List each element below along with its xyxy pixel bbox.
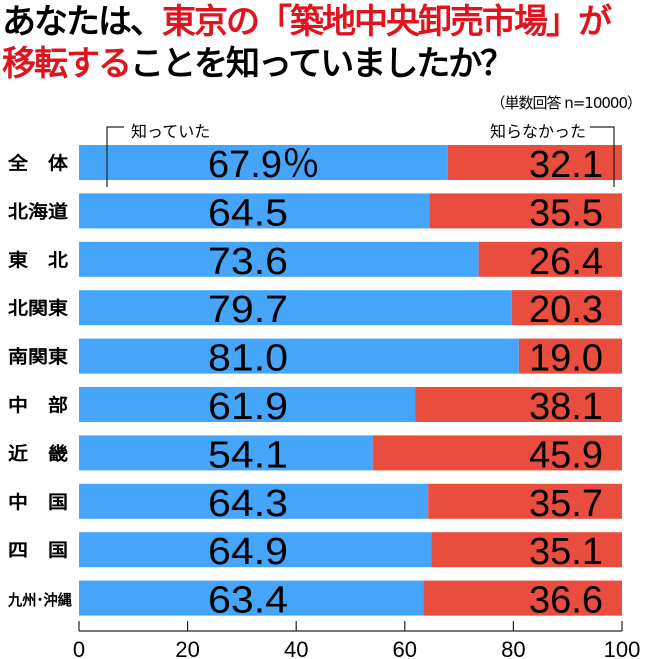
bar-known — [79, 290, 512, 326]
category-label: 四 国 — [8, 541, 68, 562]
x-tick-label: 60 — [393, 637, 417, 659]
title-segment: が — [578, 2, 612, 42]
category-label: 中 国 — [8, 491, 68, 513]
value-label-known: 79.7 — [208, 289, 288, 331]
value-label-known: 64.9 — [208, 531, 288, 573]
bar-known — [79, 483, 429, 519]
value-label-unknown: 20.3 — [529, 289, 603, 331]
title-segment: 移転する — [2, 44, 132, 84]
bar-unknown — [431, 532, 622, 568]
x-tick-label: 80 — [501, 637, 525, 659]
bar-unknown — [423, 580, 622, 616]
bar-known — [79, 193, 430, 229]
x-tick-label: 20 — [175, 637, 199, 659]
sample-note: （単数回答 n=10000） — [490, 94, 642, 112]
bar-unknown — [511, 290, 622, 326]
title-segment: ことを知っていましたか？ — [130, 44, 514, 84]
bar-known — [79, 532, 432, 568]
bar-known — [79, 338, 519, 374]
bar-known — [79, 387, 416, 422]
category-label: 東 北 — [8, 249, 68, 271]
bar-unknown — [428, 483, 622, 519]
legend-bracket-unknown — [590, 126, 615, 187]
value-label-known: 54.1 — [208, 434, 288, 476]
value-label-known: 64.3 — [208, 483, 288, 525]
bar-known — [79, 145, 448, 180]
category-label: 北関東 — [8, 298, 68, 320]
value-label-unknown: 35.1 — [529, 531, 603, 573]
title-segment: あなたは、 — [2, 2, 164, 42]
x-tick-label: 40 — [284, 637, 308, 659]
category-label: 九州･沖縄 — [7, 591, 72, 609]
value-label-unknown: 32.1 — [529, 144, 603, 186]
bar-unknown — [447, 145, 622, 180]
value-label-known: 63.4 — [208, 580, 288, 622]
legend-bracket-known — [106, 126, 124, 187]
value-label-known: 73.6 — [208, 241, 288, 283]
value-label-known: 67.9％ — [208, 144, 320, 186]
bar-unknown — [372, 435, 622, 471]
category-label: 南関東 — [8, 346, 68, 368]
value-label-known: 64.5 — [208, 192, 288, 234]
category-label: 北海道 — [8, 201, 68, 223]
value-label-unknown: 19.0 — [529, 338, 603, 380]
x-tick-label: 0 — [73, 637, 85, 659]
bar-known — [79, 435, 373, 471]
value-label-unknown: 36.6 — [529, 580, 603, 622]
category-label: 中 部 — [8, 395, 68, 417]
bar-unknown — [478, 241, 622, 277]
chart-title-line-1: あなたは、東京の「築地中央卸売市場」が — [2, 2, 612, 42]
value-label-unknown: 26.4 — [529, 241, 603, 283]
x-tick-label: 100 — [604, 637, 641, 659]
legend-unknown: 知らなかった — [490, 122, 586, 141]
value-label-known: 81.0 — [208, 338, 288, 380]
value-label-unknown: 35.7 — [529, 483, 603, 525]
bar-known — [79, 241, 479, 277]
bar-unknown — [429, 193, 622, 229]
value-label-unknown: 38.1 — [529, 386, 603, 428]
legend-known: 知っていた — [131, 122, 210, 141]
value-label-unknown: 45.9 — [529, 434, 603, 476]
chart-title-line-2: 移転することを知っていましたか？ — [2, 44, 514, 84]
value-label-unknown: 35.5 — [529, 192, 603, 234]
value-label-known: 61.9 — [208, 386, 288, 428]
bar-unknown — [415, 387, 622, 422]
bar-known — [79, 580, 424, 616]
title-segment: 東京の「築地中央卸売市場」 — [162, 2, 580, 42]
category-label: 全 体 — [7, 153, 69, 175]
bar-unknown — [518, 338, 622, 374]
category-label: 近 畿 — [8, 443, 68, 465]
